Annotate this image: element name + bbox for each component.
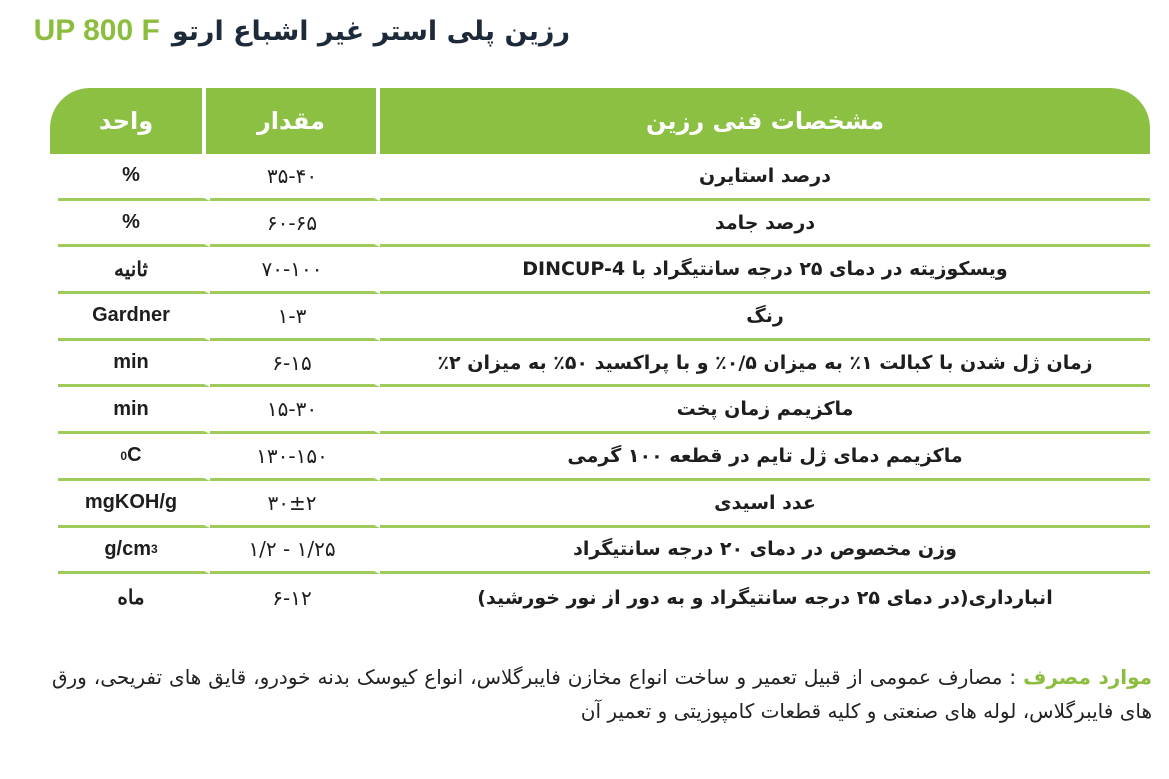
page-title: رزین پلی استر غیر اشباع ارتو UP 800 F (34, 14, 570, 48)
cell-value: ۶-۱۲ (210, 574, 380, 621)
cell-unit: % (58, 154, 210, 201)
usage-label: موارد مصرف (1023, 665, 1153, 689)
cell-unit: ثانیه (58, 247, 210, 295)
usage-paragraph: موارد مصرف : مصارف عمومی از قبیل تعمیر و… (52, 660, 1152, 728)
table-row: ماکزیمم دمای ژل تایم در قطعه ۱۰۰ گرمی ۱۳۰… (50, 434, 1150, 481)
unit-text: mgKOH/g (84, 491, 178, 514)
cell-spec: ویسکوزیته در دمای ۲۵ درجه سانتیگراد با D… (380, 247, 1150, 295)
cell-spec: عدد اسیدی (380, 481, 1150, 528)
cell-spec: وزن مخصوص در دمای ۲۰ درجه سانتیگراد (380, 528, 1150, 575)
cell-unit: min (58, 340, 210, 388)
table-row: درصد استایرن ۳۵-۴۰% (50, 154, 1150, 201)
unit-text: min (113, 351, 149, 374)
cell-value: ۳۵-۴۰ (210, 154, 380, 201)
cell-unit: ماه (58, 574, 210, 621)
unit-sup: 3 (151, 542, 158, 557)
table-row: رنگ ۱-۳ Gardner (50, 294, 1150, 341)
cell-spec: رنگ (380, 294, 1150, 341)
unit-text: ماه (117, 587, 145, 610)
cell-value: ۱-۳ (210, 294, 380, 341)
spec-table: مشخصات فنی رزین مقدار واحد درصد استایرن ۳… (50, 88, 1150, 621)
unit-text: min (113, 397, 149, 420)
usage-text: : مصارف عمومی از قبیل تعمیر و ساخت انواع… (52, 665, 1152, 723)
table-row: درصد جامد ۶۰-۶۵% (50, 200, 1150, 248)
cell-unit: min (58, 387, 210, 435)
unit-text: % (122, 211, 140, 234)
table-header: مشخصات فنی رزین مقدار واحد (50, 88, 1150, 154)
cell-value: ۷۰-۱۰۰ (210, 247, 380, 295)
title-persian: رزین پلی استر غیر اشباع ارتو (171, 16, 570, 47)
table-row: عدد اسیدی ۳۰±۲ mgKOH/g (50, 480, 1150, 528)
header-value: مقدار (206, 88, 380, 154)
product-code: UP 800 F (33, 14, 160, 47)
table-row: ویسکوزیته در دمای ۲۵ درجه سانتیگراد با D… (50, 247, 1150, 295)
unit-text: % (122, 164, 140, 187)
unit-text: ثانیه (114, 258, 148, 281)
cell-value: ۳۰±۲ (210, 480, 380, 528)
header-spec: مشخصات فنی رزین (645, 107, 885, 135)
cell-value: ۶-۱۵ (210, 340, 380, 388)
unit-text: Gardner (92, 304, 170, 327)
table-row: وزن مخصوص در دمای ۲۰ درجه سانتیگراد ۱/۲ -… (50, 527, 1150, 575)
unit-text: g/cm (104, 537, 151, 560)
cell-unit: mgKOH/g (58, 480, 210, 528)
header-unit: واحد (50, 88, 206, 154)
cell-value: ۱۳۰-۱۵۰ (210, 434, 380, 481)
cell-spec: درصد استایرن (380, 154, 1150, 201)
cell-value: ۶۰-۶۵ (210, 200, 380, 248)
cell-unit: Gardner (58, 294, 210, 341)
cell-value: ۱/۲ - ۱/۲۵ (210, 527, 380, 575)
table-row: ماکزیمم زمان پخت ۱۵-۳۰ min (50, 387, 1150, 435)
unit-text: C (127, 444, 142, 467)
cell-spec: ماکزیمم زمان پخت (380, 387, 1150, 435)
unit-sup: 0 (120, 448, 128, 463)
cell-spec: ماکزیمم دمای ژل تایم در قطعه ۱۰۰ گرمی (380, 434, 1150, 481)
cell-unit: % (58, 200, 210, 248)
cell-value: ۱۵-۳۰ (210, 387, 380, 435)
cell-spec: انبارداری(در دمای ۲۵ درجه سانتیگراد و به… (477, 586, 1053, 609)
cell-spec: درصد جامد (380, 201, 1150, 248)
table-row: زمان ژل شدن با کبالت ۱٪ به میزان ۰/۵٪ و … (50, 340, 1150, 388)
cell-unit: g/cm 3 (58, 527, 210, 575)
cell-spec: زمان ژل شدن با کبالت ۱٪ به میزان ۰/۵٪ و … (380, 341, 1150, 388)
table-row: انبارداری(در دمای ۲۵ درجه سانتیگراد و به… (50, 574, 1150, 621)
